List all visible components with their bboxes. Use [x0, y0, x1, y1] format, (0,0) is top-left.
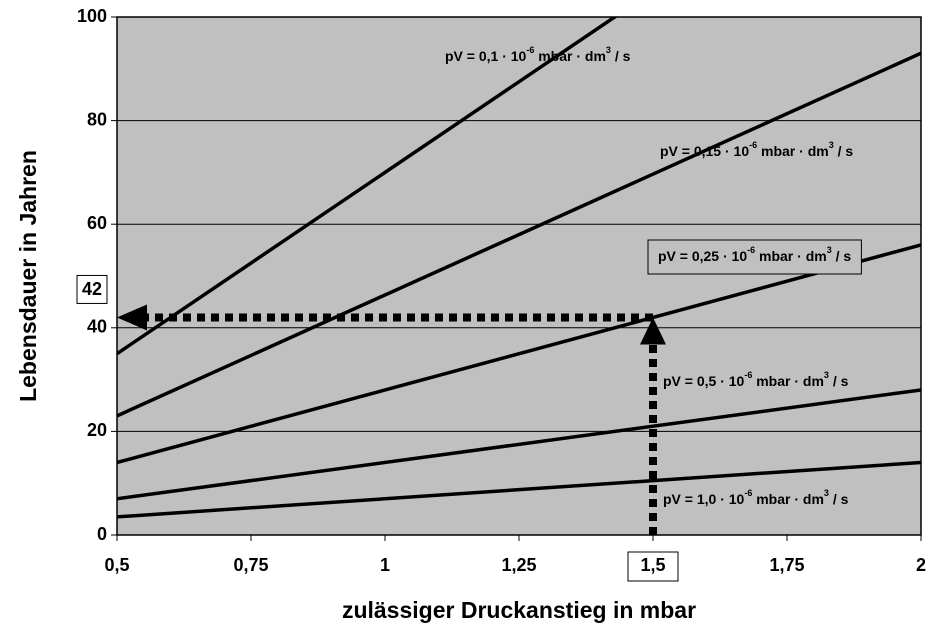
- x-tick-label: 1,75: [769, 555, 804, 575]
- lines: [117, 17, 921, 519]
- label-part: / s: [834, 143, 854, 159]
- x-tick-label: 1: [380, 555, 390, 575]
- label-part: -6: [749, 140, 757, 150]
- label-part: mbar · dm: [752, 373, 824, 389]
- label-part: -6: [747, 245, 755, 255]
- label-part: pV = 1,0 · 10: [663, 491, 745, 507]
- label-part: mbar · dm: [752, 491, 824, 507]
- label-part: -6: [744, 370, 752, 380]
- label-part: -6: [526, 45, 534, 55]
- label-part: / s: [611, 48, 631, 64]
- series-label: pV = 0,5 · 10-6 mbar · dm3 / s: [663, 370, 849, 388]
- series-line: [117, 17, 618, 356]
- series-line: [117, 388, 921, 501]
- y-tick-label: 20: [87, 420, 107, 440]
- label-part: / s: [832, 248, 852, 264]
- label-part: 3: [606, 45, 611, 55]
- annotation-label: 42: [82, 279, 102, 299]
- series-line: [117, 460, 921, 519]
- annotation-box: [76, 274, 108, 304]
- y-tick-label: 0: [97, 524, 107, 544]
- x-tick-label: 1,5: [640, 555, 665, 575]
- plot-border: [116, 16, 922, 536]
- label-part: / s: [829, 373, 849, 389]
- label-part: pV = 0,5 · 10: [663, 373, 745, 389]
- label-part: 3: [829, 140, 834, 150]
- series-line: [117, 51, 921, 418]
- label-part: 3: [824, 370, 829, 380]
- arrow-head: [117, 304, 147, 331]
- y-tick-label: 40: [87, 317, 107, 337]
- label-part: mbar · dm: [757, 143, 829, 159]
- x-tick-label: 0,75: [233, 555, 268, 575]
- label-part: / s: [829, 491, 849, 507]
- x-axis-title: zulässiger Druckanstieg in mbar: [342, 597, 696, 623]
- y-axis-title: Lebensdauer in Jahren: [15, 150, 41, 402]
- series-label: pV = 0,15 · 10-6 mbar · dm3 / s: [660, 140, 853, 158]
- x-tick-label: 1,25: [501, 555, 536, 575]
- label-part: pV = 0,1 · 10: [445, 48, 527, 64]
- x-tick-label: 2: [916, 555, 926, 575]
- label-part: 3: [824, 488, 829, 498]
- series-label: pV = 1,0 · 10-6 mbar · dm3 / s: [663, 488, 849, 506]
- label-part: 3: [827, 245, 832, 255]
- y-tick-label: 60: [87, 213, 107, 233]
- y-tick-label: 80: [87, 109, 107, 129]
- tick-label-box: [627, 551, 679, 582]
- label-part: -6: [744, 488, 752, 498]
- series-line: [117, 243, 921, 465]
- series-label: pV = 0,25 · 10-6 mbar · dm3 / s: [658, 245, 851, 263]
- label-box: [647, 239, 862, 275]
- label-part: mbar · dm: [755, 248, 827, 264]
- x-tick-label: 0,5: [104, 555, 129, 575]
- series-label: pV = 0,1 · 10-6 mbar · dm3 / s: [445, 45, 631, 63]
- label-part: pV = 0,25 · 10: [658, 248, 747, 264]
- y-tick-label: 100: [77, 6, 107, 26]
- label-part: pV = 0,15 · 10: [660, 143, 749, 159]
- plot-area: [117, 17, 921, 535]
- arrow-head: [640, 317, 666, 345]
- label-part: mbar · dm: [534, 48, 606, 64]
